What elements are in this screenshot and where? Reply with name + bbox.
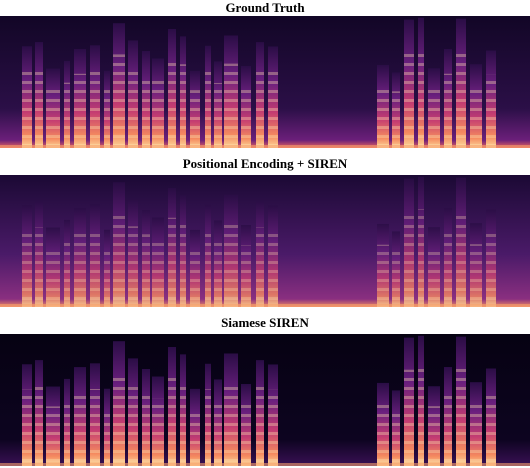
harmonics	[428, 247, 440, 307]
harmonics	[392, 91, 400, 148]
harmonics	[470, 85, 482, 148]
harmonics	[152, 80, 164, 148]
harmonics	[142, 75, 150, 148]
harmonics	[456, 368, 466, 466]
harmonics	[35, 68, 43, 148]
harmonics	[168, 376, 176, 466]
harmonics	[46, 406, 60, 466]
harmonics	[486, 233, 496, 307]
harmonics	[268, 230, 278, 307]
harmonics	[113, 213, 125, 307]
harmonics	[90, 229, 100, 307]
harmonics	[74, 232, 86, 307]
harmonics	[456, 50, 466, 148]
harmonics	[22, 230, 32, 307]
low-band	[0, 145, 530, 148]
harmonics	[256, 68, 264, 148]
harmonics	[224, 381, 238, 466]
harmonics	[180, 382, 186, 466]
harmonics	[190, 90, 200, 148]
spectrogram	[0, 16, 530, 148]
harmonics	[64, 400, 70, 466]
harmonics	[74, 391, 86, 466]
harmonics	[113, 54, 125, 148]
harmonics	[444, 73, 452, 148]
harmonics	[180, 223, 186, 307]
harmonics	[486, 392, 496, 466]
harmonics	[205, 71, 211, 148]
harmonics	[470, 244, 482, 307]
harmonics	[377, 244, 389, 307]
harmonics	[256, 227, 264, 307]
harmonics	[128, 226, 138, 307]
harmonics	[486, 74, 496, 148]
harmonics	[224, 63, 238, 149]
harmonics	[214, 401, 222, 466]
harmonics	[22, 71, 32, 148]
harmonics	[190, 408, 200, 466]
harmonics	[90, 70, 100, 148]
harmonics	[418, 50, 424, 148]
harmonics	[64, 241, 70, 307]
harmonics	[404, 210, 414, 307]
harmonics	[142, 393, 150, 466]
panel-title: Ground Truth	[225, 0, 305, 15]
harmonics	[90, 388, 100, 466]
harmonics	[22, 389, 32, 466]
panel-title: Siamese SIREN	[221, 315, 309, 330]
harmonics	[104, 408, 110, 466]
harmonics	[104, 249, 110, 307]
panel-title: Positional Encoding + SIREN	[183, 156, 348, 171]
harmonics	[128, 67, 138, 148]
harmonics	[64, 82, 70, 148]
harmonics	[142, 234, 150, 307]
low-band	[0, 304, 530, 307]
harmonics	[35, 386, 43, 466]
harmonics	[205, 230, 211, 307]
harmonics	[418, 209, 424, 307]
harmonics	[113, 372, 125, 466]
harmonics	[224, 222, 238, 307]
harmonics	[418, 368, 424, 466]
harmonics	[428, 88, 440, 148]
spectrogram	[0, 334, 530, 466]
harmonics	[377, 85, 389, 148]
harmonics	[241, 245, 251, 307]
spectrogram	[0, 175, 530, 307]
harmonics	[241, 86, 251, 148]
harmonics	[268, 389, 278, 466]
harmonics	[74, 73, 86, 148]
harmonics	[268, 71, 278, 148]
harmonics	[214, 242, 222, 307]
harmonics	[152, 239, 164, 307]
harmonics	[104, 90, 110, 148]
harmonics	[392, 409, 400, 466]
harmonics	[404, 369, 414, 466]
harmonics	[256, 386, 264, 466]
harmonics	[214, 83, 222, 148]
harmonics	[444, 232, 452, 307]
harmonics	[128, 385, 138, 466]
harmonics	[190, 249, 200, 307]
harmonics	[180, 64, 186, 148]
harmonics	[168, 217, 176, 307]
harmonics	[444, 391, 452, 466]
harmonics	[456, 209, 466, 307]
low-band	[0, 463, 530, 466]
harmonics	[377, 403, 389, 466]
harmonics	[205, 389, 211, 466]
harmonics	[35, 227, 43, 307]
harmonics	[470, 403, 482, 466]
harmonics	[392, 250, 400, 307]
harmonics	[152, 398, 164, 466]
harmonics	[46, 247, 60, 307]
harmonics	[46, 88, 60, 148]
harmonics	[404, 51, 414, 148]
harmonics	[168, 58, 176, 149]
harmonics	[241, 404, 251, 466]
harmonics	[428, 406, 440, 466]
